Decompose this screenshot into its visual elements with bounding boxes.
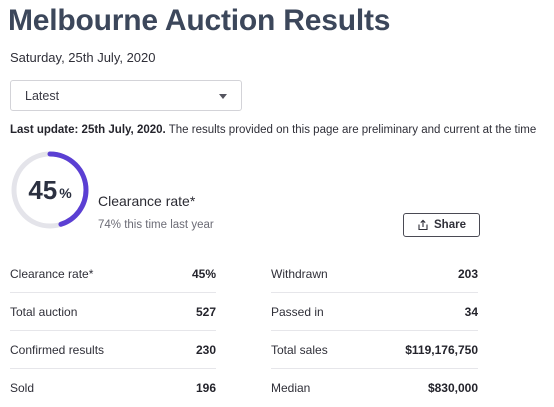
clearance-rate-value: 45% <box>10 150 90 230</box>
stat-value: 34 <box>464 304 478 319</box>
stat-label: Median <box>271 381 311 395</box>
stat-value: 527 <box>195 304 216 319</box>
stats-table-right: Withdrawn 203 Passed in 34 Total sales $… <box>271 255 478 407</box>
select-value: Latest <box>25 89 60 103</box>
stat-value: 203 <box>457 266 478 281</box>
results-period-select[interactable]: Latest <box>10 80 242 111</box>
stat-label: Sold <box>10 381 35 395</box>
share-label: Share <box>434 219 466 231</box>
stat-row: Clearance rate* 45% <box>10 255 216 293</box>
stat-row: Sold 196 <box>10 369 216 407</box>
stat-label: Withdrawn <box>271 266 328 281</box>
stat-label: Total sales <box>271 342 328 357</box>
stat-row: Median $830,000 <box>271 369 478 407</box>
stat-value: $830,000 <box>427 381 478 395</box>
clearance-rate-percent-sign: % <box>59 185 72 201</box>
stat-row: Withdrawn 203 <box>271 255 478 293</box>
share-icon <box>418 219 428 231</box>
stat-row: Confirmed results 230 <box>10 331 216 369</box>
stat-row: Total sales $119,176,750 <box>271 331 478 369</box>
stat-row: Total auction 527 <box>10 293 216 331</box>
stat-label: Confirmed results <box>10 342 105 357</box>
clearance-rate-last-year: 74% this time last year <box>98 219 214 231</box>
stat-row: Passed in 34 <box>271 293 478 331</box>
clearance-rate-number: 45 <box>28 174 58 205</box>
chevron-down-icon <box>219 94 227 99</box>
last-update-text: The results provided on this page are pr… <box>165 124 537 136</box>
clearance-rate-donut <box>11 151 89 229</box>
last-update-label: Last update: 25th July, 2020. <box>10 124 166 136</box>
stat-value: 230 <box>195 342 216 357</box>
stat-label: Clearance rate* <box>10 266 94 281</box>
clearance-rate-label: Clearance rate* <box>98 193 196 209</box>
stat-value: 45% <box>191 266 216 281</box>
page-title: Melbourne Auction Results <box>8 4 391 37</box>
donut-progress-arc <box>11 151 89 229</box>
last-update-notice: Last update: 25th July, 2020. The result… <box>10 124 536 136</box>
auction-date: Saturday, 25th July, 2020 <box>10 50 156 65</box>
stat-value: $119,176,750 <box>405 342 478 357</box>
stat-label: Total auction <box>10 304 78 319</box>
share-button[interactable]: Share <box>403 213 480 237</box>
stat-value: 196 <box>195 381 216 395</box>
stat-label: Passed in <box>271 304 324 319</box>
stats-table-left: Clearance rate* 45% Total auction 527 Co… <box>10 255 216 407</box>
